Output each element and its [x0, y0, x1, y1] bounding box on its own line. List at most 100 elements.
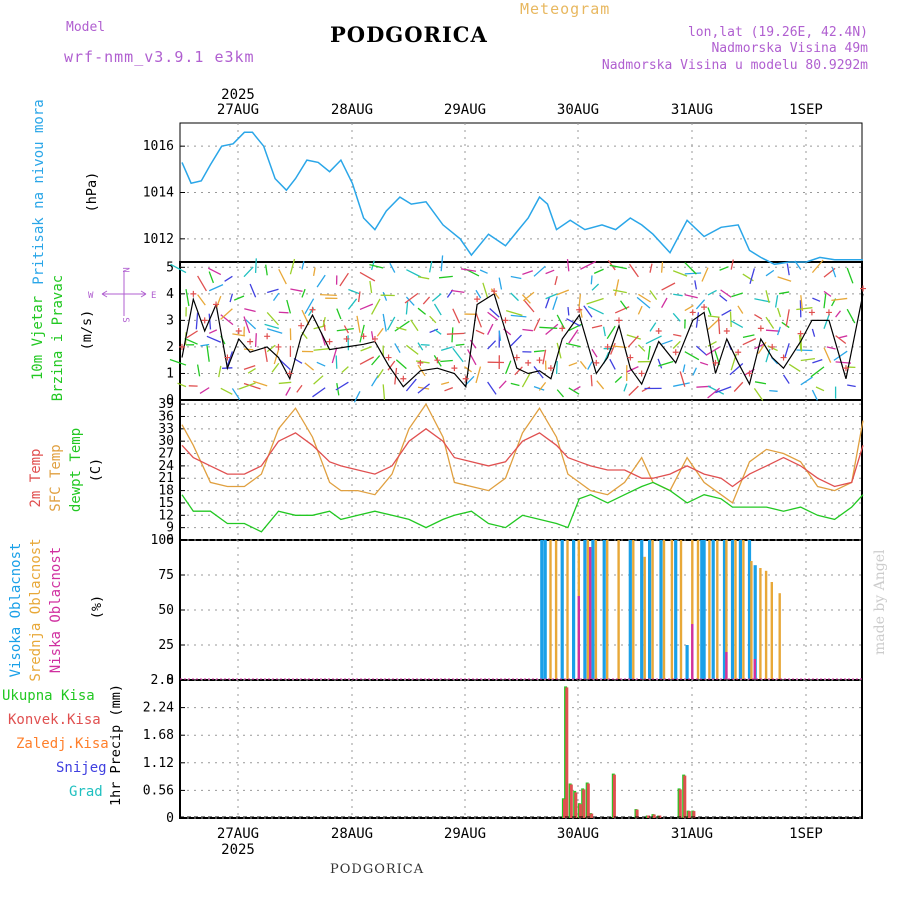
top-date-label-28AUG: 28AUG — [331, 102, 373, 118]
wind-barb — [835, 335, 847, 345]
cloud-bar-1 — [734, 540, 737, 679]
wind-gust-marker — [462, 375, 469, 382]
cloud-bar-0 — [702, 540, 706, 679]
wind-barb — [730, 259, 734, 270]
wind-barb — [382, 291, 388, 301]
cloud-bar-0 — [722, 540, 727, 679]
wind-gust-marker — [593, 359, 600, 366]
wind-barb — [587, 361, 593, 370]
wind-gust-marker — [808, 309, 815, 316]
wind-barb — [733, 381, 744, 392]
wind-barb — [406, 344, 419, 355]
wind-barb — [812, 297, 821, 302]
wind-gust-marker — [513, 354, 520, 361]
wind-barb — [636, 296, 651, 309]
wind-barb — [264, 323, 279, 330]
wind-barb — [264, 347, 268, 362]
wind-barb — [510, 382, 520, 387]
wind-barb — [200, 343, 210, 347]
wind-barb — [382, 313, 387, 332]
wind-barb — [823, 347, 832, 363]
wind-barb — [566, 259, 570, 272]
cloud-bar-1 — [651, 540, 654, 679]
wind-barb — [774, 295, 779, 308]
wind-barb — [335, 381, 349, 391]
wind-barb — [777, 276, 792, 282]
wind-gust-marker — [615, 317, 622, 324]
precip-legend-2: Zaledj.Kisa — [16, 736, 109, 752]
precip-bar-1 — [652, 814, 656, 818]
wind-barb — [431, 293, 442, 302]
wind-barb — [254, 333, 257, 348]
wind-barb — [539, 326, 558, 329]
precip-bar-1 — [683, 775, 687, 818]
wind-barb — [285, 386, 291, 396]
wind-barb — [359, 356, 375, 365]
wind-barb — [785, 309, 790, 327]
wind-barb — [244, 308, 256, 313]
wind-gust-marker — [264, 333, 271, 340]
wind-barb — [707, 289, 717, 296]
wind-barb — [619, 300, 628, 310]
precip-bar-1 — [612, 774, 616, 818]
wind-barb — [628, 263, 639, 278]
wind-barb — [353, 390, 361, 403]
wind-barb — [216, 295, 222, 308]
wind-barb — [835, 310, 842, 318]
wind-barb — [357, 291, 361, 303]
wind-barb — [206, 345, 210, 362]
wind-barb — [800, 334, 803, 352]
lonlat-label: lon,lat (19.26E, 42.4N) — [687, 25, 868, 40]
wind-barb — [359, 324, 365, 343]
ytick-label-1-0: 0 — [166, 393, 174, 408]
wind-gust-marker — [451, 365, 458, 372]
wind-barb — [469, 339, 477, 349]
wind-barb — [831, 297, 848, 302]
cloud-bar-1 — [632, 540, 635, 679]
wind-barb — [545, 323, 559, 336]
wind-barb — [514, 366, 523, 376]
wind-barb — [218, 365, 222, 378]
wind-barb — [719, 266, 729, 271]
cloud-bar-0 — [628, 540, 632, 679]
wind-barb — [781, 321, 790, 329]
wind-barb — [679, 371, 686, 387]
wind-barb — [243, 364, 256, 370]
wind-barb — [754, 381, 767, 385]
wind-barb — [641, 386, 651, 392]
model-value: wrf-nmm_v3.9.1 e3km — [64, 48, 255, 66]
cloud-bar-1 — [586, 540, 590, 679]
wind-barb — [800, 295, 804, 311]
wind-barb — [684, 305, 694, 312]
wind-side-label-2: Brzina i Pravac — [50, 275, 66, 401]
wind-gust-marker — [842, 365, 849, 372]
wind-gust-marker — [735, 349, 742, 356]
wind-barb — [623, 383, 628, 392]
wind-barb — [304, 362, 315, 371]
wind-barb — [717, 316, 721, 335]
wind-barb — [479, 269, 488, 274]
wind-barb — [487, 323, 494, 336]
t2m-side-label: 2m Temp — [28, 448, 44, 507]
wind-barb — [169, 358, 187, 366]
wind-barb — [661, 282, 676, 291]
top-date-label-1SEP: 1SEP — [789, 102, 823, 118]
wind-barb — [695, 312, 700, 328]
precip-bar-1 — [586, 783, 590, 818]
ytick-label-2-9: 33 — [158, 422, 174, 437]
wind-barb — [694, 280, 698, 290]
dewpt-side-label: dewpt Temp — [68, 428, 84, 512]
precip-legend-1: Konvek.Kisa — [8, 712, 101, 728]
wind-barb — [556, 389, 564, 398]
precip-bar-1 — [563, 799, 566, 818]
wind-barb — [742, 334, 755, 339]
footer-location: PODGORICA — [330, 862, 425, 877]
wind-barb — [440, 255, 444, 272]
wind-gust-marker — [604, 343, 611, 350]
wind-barb — [649, 263, 653, 273]
wind-barb — [335, 355, 338, 369]
wind-barb — [811, 389, 818, 401]
wind-barb — [591, 324, 603, 329]
wind-gust-marker — [298, 322, 305, 329]
ytick-label-4-0: 0 — [166, 811, 174, 826]
